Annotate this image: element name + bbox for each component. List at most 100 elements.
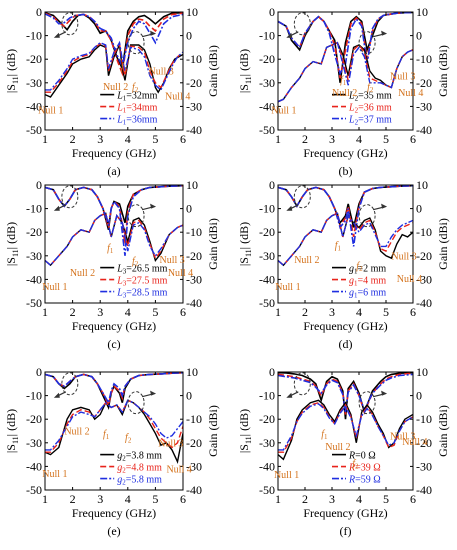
x-axis-label: Frequency (GHz) <box>72 506 156 520</box>
x-tick-label: 3 <box>97 132 103 146</box>
x-tick-label: 2 <box>302 492 308 506</box>
y2-tick-label: -30 <box>416 272 432 286</box>
right-arrow-head <box>150 30 157 36</box>
annotation-f2: f2 <box>367 82 374 94</box>
y2-tick-label: -40 <box>416 123 432 137</box>
x-tick-label: 4 <box>125 132 131 146</box>
x-tick-label: 6 <box>410 305 416 319</box>
y2-tick-label: -10 <box>186 412 202 426</box>
y2-tick-label: -40 <box>186 123 202 137</box>
right-arrow-head <box>381 390 388 396</box>
annotation-null-3: Null 3 <box>160 255 185 266</box>
annotation-null-3: Null 3 <box>158 438 183 449</box>
annotation-null-4: Null 4 <box>398 88 423 99</box>
y-tick-label: -50 <box>26 296 42 310</box>
annotation-f2: f2 <box>132 82 139 94</box>
x-tick-label: 1 <box>275 305 281 319</box>
y-tick-label: 0 <box>269 178 275 192</box>
y-tick-label: -10 <box>26 389 42 403</box>
y-tick-label: -40 <box>259 272 275 286</box>
y-tick-label: -10 <box>26 29 42 43</box>
x-axis-label: Frequency (GHz) <box>303 506 387 520</box>
chart-panel-4: 1 2 3 4 5 6 0 -10 -20 -30 -40 -50 10 0 -10 -20 -30 -40 |S1… <box>237 178 450 351</box>
plot-frame <box>44 371 184 491</box>
legend-label: g1=6 mm <box>349 288 386 300</box>
annotation-null-2: Null 2 <box>325 442 350 453</box>
x-tick-label: 1 <box>42 305 48 319</box>
y-tick-label: -50 <box>26 123 42 137</box>
series-line-s11-2 <box>278 185 413 238</box>
y2-tick-label: 10 <box>416 178 428 192</box>
x-axis-label: Frequency (GHz) <box>303 146 387 160</box>
y-tick-label: -10 <box>259 29 275 43</box>
plot-frame <box>44 184 184 304</box>
series-line-s11-3 <box>45 13 183 69</box>
series-line-s11-3 <box>45 372 183 405</box>
annotation-null-4: Null 4 <box>165 91 190 102</box>
annotation-f2: f2 <box>352 458 359 470</box>
s11-indicator-ellipse <box>61 372 79 396</box>
x-tick-label: 1 <box>275 492 281 506</box>
series-line-s11-2 <box>45 185 183 245</box>
annotation-f1: f1 <box>340 75 347 87</box>
legend-label: R=0 Ω <box>348 451 376 462</box>
legend-label: L2=36 mm <box>348 103 392 115</box>
legend-label: g2=5.8 mm <box>117 475 162 487</box>
legend-label: L1=36mm <box>116 115 157 127</box>
annotation-f1: f1 <box>107 243 114 255</box>
y2-tick-label: -10 <box>186 225 202 239</box>
left-arrow-head <box>53 32 60 38</box>
y2-tick-label: -40 <box>416 483 432 497</box>
x-tick-label: 2 <box>302 132 308 146</box>
y-tick-label: -30 <box>259 436 275 450</box>
annotation-f1: f1 <box>121 62 128 74</box>
y2-tick-label: 0 <box>186 29 192 43</box>
y-tick-label: -30 <box>259 76 275 90</box>
right-arrow-head <box>381 203 388 209</box>
y2-tick-label: -10 <box>416 52 432 66</box>
annotation-null-3: Null 3 <box>390 71 415 82</box>
y2-axis-label: Gain (dBi) <box>206 218 220 270</box>
x-tick-label: 5 <box>152 305 158 319</box>
y-tick-label: -50 <box>259 483 275 497</box>
x-tick-label: 4 <box>356 492 362 506</box>
chart-panel-2: 1 2 3 4 5 6 0 -10 -20 -30 -40 -50 10 0 -10 -20 -30 -40 |S1… <box>237 5 450 178</box>
chart-panel-1: 1 2 3 4 5 6 0 -10 -20 -30 -40 -50 10 0 -10 -20 -30 -40 |S1… <box>4 5 220 178</box>
y-tick-label: -40 <box>26 459 42 473</box>
annotation-null-1: Null 1 <box>271 105 296 116</box>
y2-axis-label: Gain (dBi) <box>436 218 450 270</box>
panel-label: (d) <box>339 337 353 351</box>
annotation-f1: f1 <box>321 429 328 441</box>
panel-label: (f) <box>340 524 352 538</box>
annotation-f2: f2 <box>356 261 363 273</box>
x-tick-label: 3 <box>329 132 335 146</box>
annotation-null-2: Null 2 <box>103 82 128 93</box>
y2-tick-label: -20 <box>416 249 432 263</box>
y-tick-label: -30 <box>26 249 42 263</box>
series-line-s11-1 <box>45 12 183 72</box>
y2-tick-label: -20 <box>186 436 202 450</box>
legend-label: L2=35 mm <box>348 91 392 103</box>
x-tick-label: 3 <box>97 305 103 319</box>
series-group <box>278 372 413 461</box>
series-line-s11-3 <box>45 185 183 256</box>
y-axis-label: |S11| (dB) <box>237 49 253 93</box>
right-arrow-head <box>150 390 157 396</box>
annotation-null-1: Null 1 <box>275 282 300 293</box>
y-axis-label: |S11| (dB) <box>4 409 20 453</box>
y-tick-label: -40 <box>259 99 275 113</box>
y2-tick-label: -10 <box>416 412 432 426</box>
series-group <box>278 185 413 267</box>
x-tick-label: 6 <box>180 305 186 319</box>
y2-axis-label: Gain (dBi) <box>206 405 220 457</box>
annotation-null-1: Null 1 <box>38 105 63 116</box>
x-axis-label: Frequency (GHz) <box>72 146 156 160</box>
y2-tick-label: -20 <box>416 76 432 90</box>
x-tick-label: 2 <box>302 305 308 319</box>
y-tick-label: 0 <box>269 5 275 19</box>
